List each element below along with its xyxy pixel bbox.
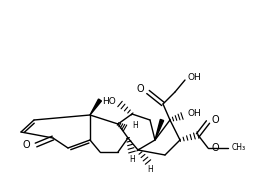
Text: HO: HO	[102, 98, 116, 106]
Text: OH: OH	[187, 109, 201, 119]
Text: O: O	[212, 143, 220, 153]
Text: O: O	[136, 84, 144, 94]
Text: OH: OH	[188, 72, 202, 82]
Polygon shape	[155, 119, 164, 140]
Text: CH₃: CH₃	[232, 143, 246, 153]
Polygon shape	[90, 99, 101, 115]
Text: H: H	[129, 156, 135, 164]
Text: H: H	[132, 122, 138, 130]
Text: O: O	[212, 115, 220, 125]
Text: O: O	[22, 140, 30, 150]
Text: H: H	[147, 164, 153, 174]
